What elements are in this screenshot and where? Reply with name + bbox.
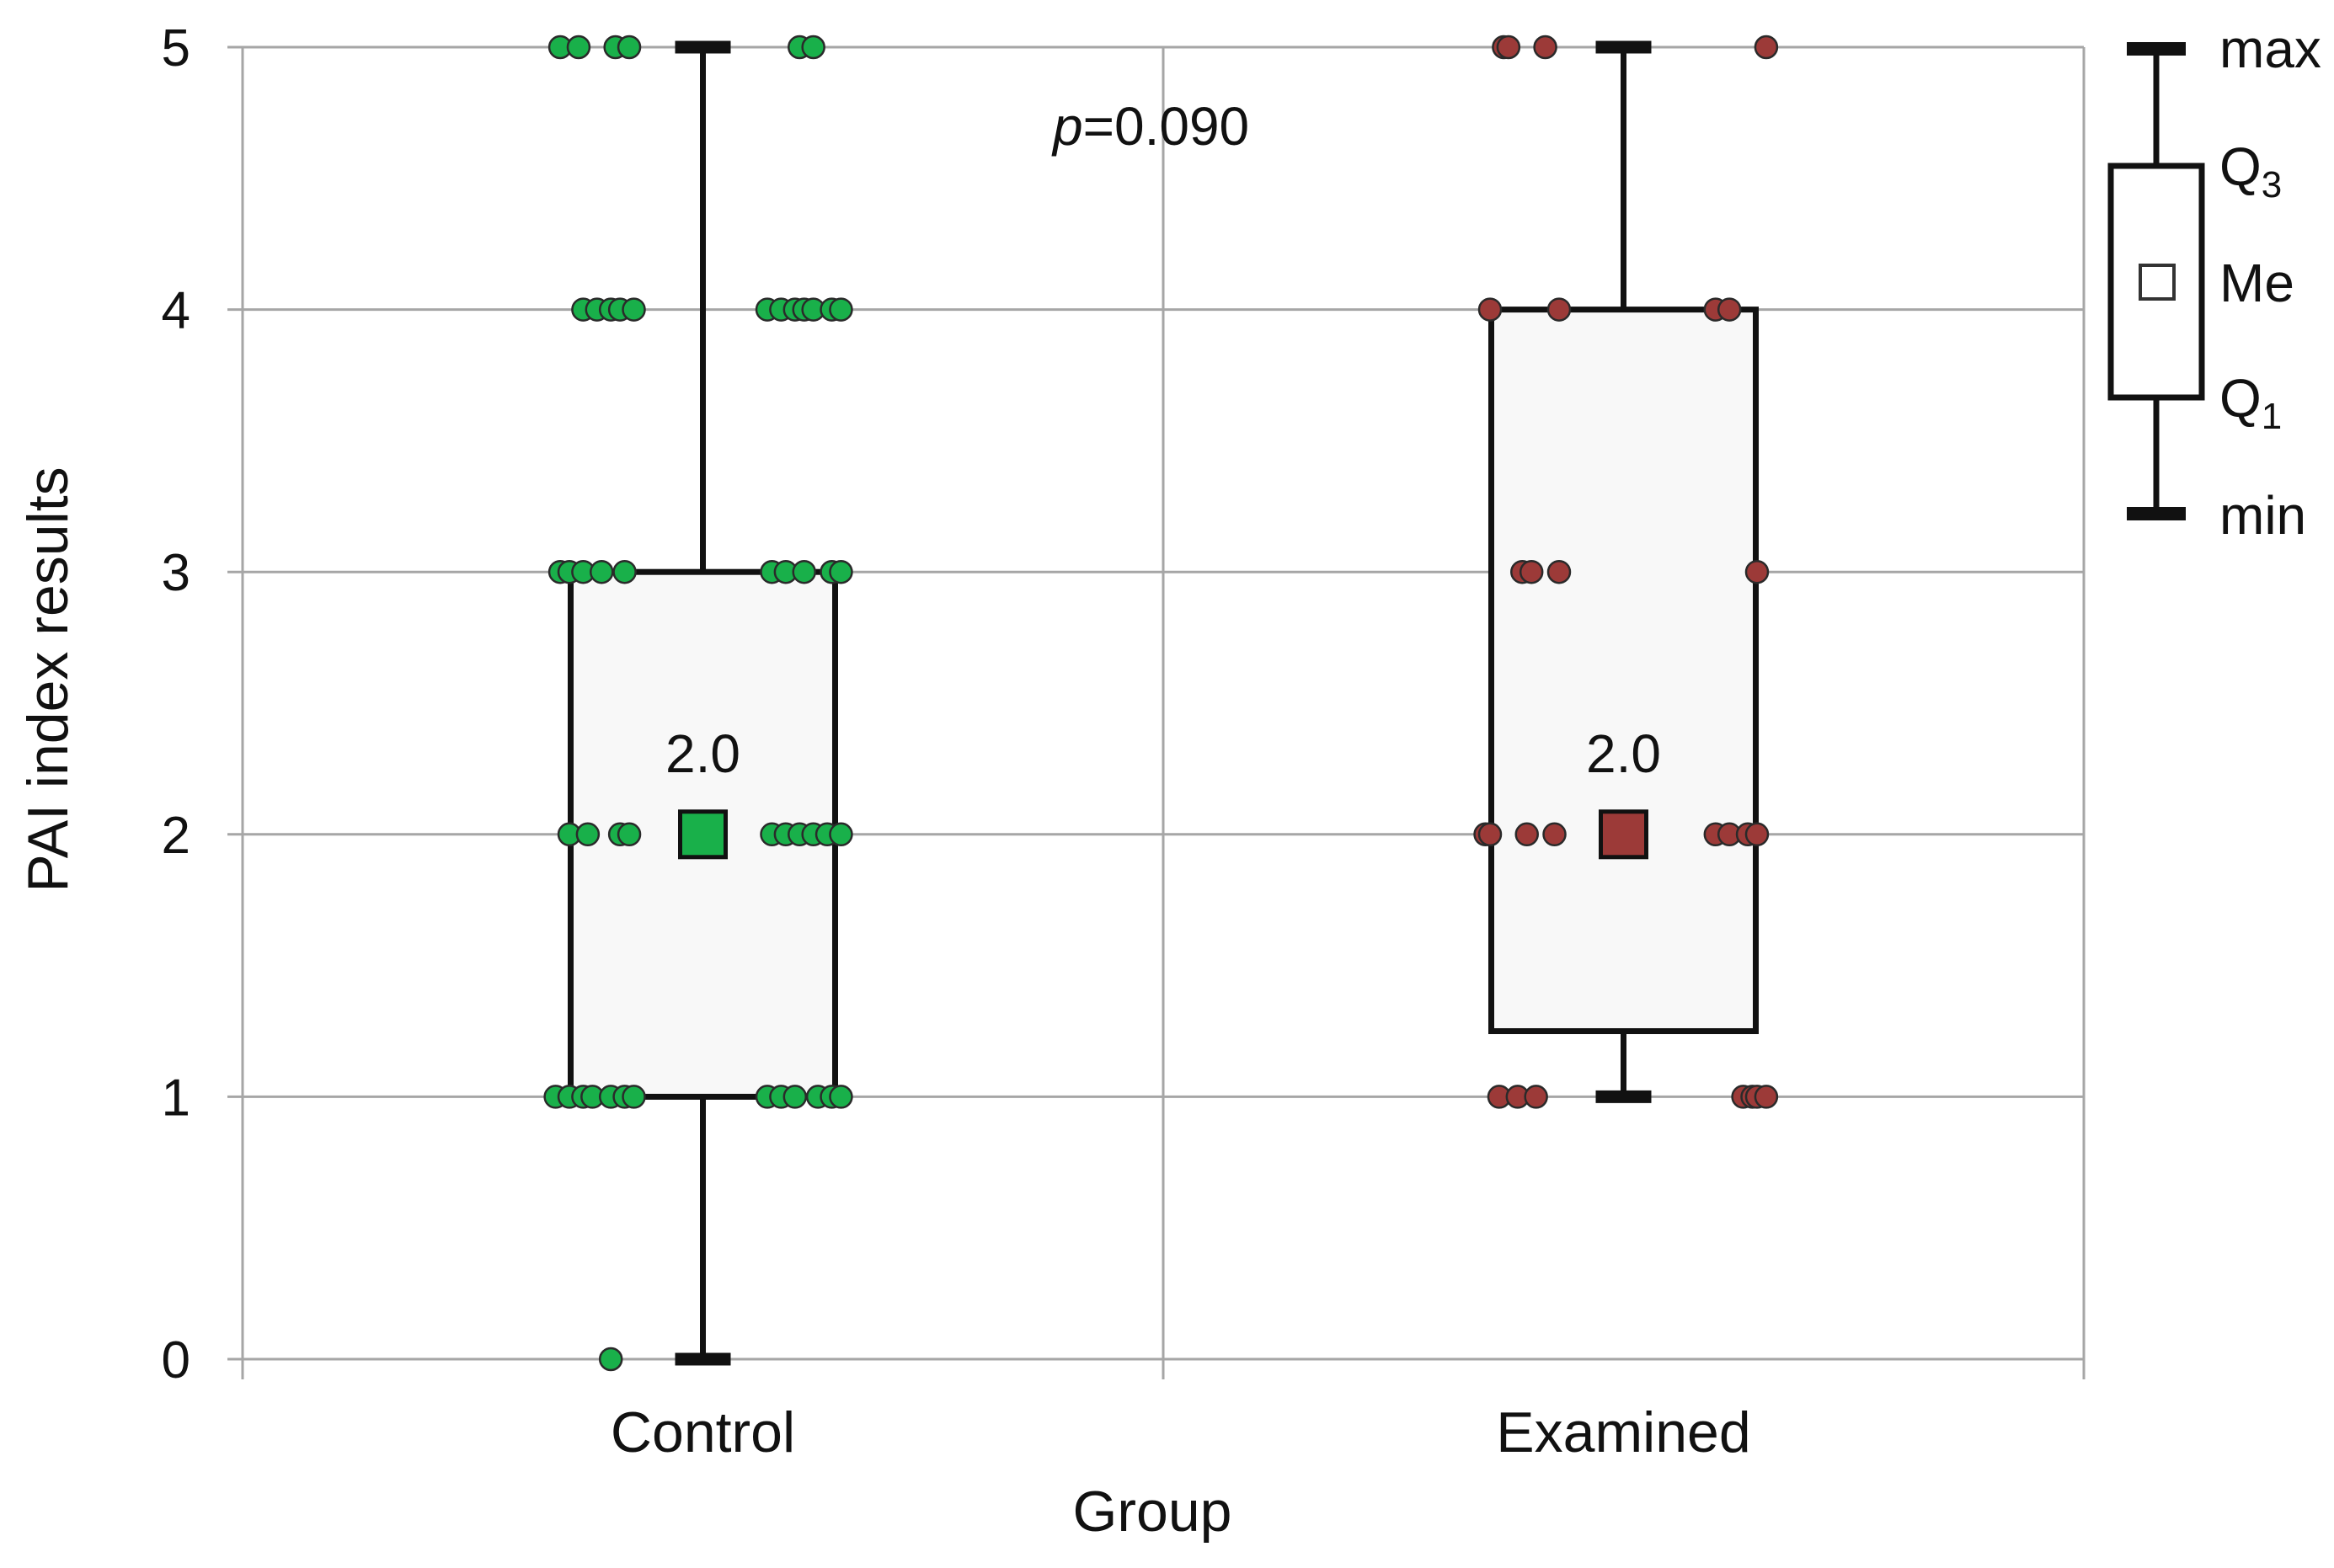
legend-q1-sub: 1	[2262, 396, 2282, 437]
control-point-4-11	[829, 297, 853, 322]
legend-min-label: min	[2219, 485, 2306, 546]
legend: max Q3 Me Q1 min	[2107, 19, 2321, 546]
examined-iqr-box	[1488, 307, 1759, 1035]
legend-median-marker	[2139, 264, 2176, 301]
control-point-2-3	[617, 822, 642, 847]
y-tick-label-1: 1	[162, 1069, 190, 1127]
control-point-3-7	[792, 559, 816, 584]
legend-q3-sub: 3	[2262, 164, 2282, 205]
legend-me-label: Me	[2219, 253, 2294, 313]
examined-point-2-1	[1477, 822, 1503, 847]
examined-point-2-3	[1542, 822, 1567, 847]
examined-point-2-7	[1744, 822, 1770, 847]
legend-q3-letter: Q	[2219, 136, 2262, 197]
tick-labels: 0 1 2 3 4 5 Control Examined	[162, 19, 1751, 1464]
control-point-5-1	[566, 35, 591, 60]
examined-point-5-1	[1496, 35, 1521, 60]
y-tick-label-4: 4	[162, 282, 190, 340]
examined-point-3-2	[1546, 559, 1572, 584]
control-median-label: 2.0	[665, 723, 740, 784]
control-point-2-9	[829, 822, 853, 847]
control-point-5-5	[801, 35, 825, 60]
examined-point-1-6	[1754, 1085, 1779, 1109]
control-point-0-0	[598, 1347, 623, 1372]
points-layer: 2.0 2.0	[543, 35, 1779, 1372]
x-tick-label-examined: Examined	[1496, 1400, 1750, 1464]
control-median-marker	[678, 809, 728, 860]
legend-max-label: max	[2219, 19, 2321, 79]
p-value-symbol: p	[1051, 96, 1083, 157]
control-point-3-4	[612, 559, 637, 584]
y-axis-title: PAI index results	[16, 467, 80, 892]
examined-point-3-1	[1519, 559, 1544, 584]
examined-median-label: 2.0	[1586, 723, 1661, 784]
p-value-annotation: p=0.090	[1051, 96, 1249, 157]
control-point-3-3	[590, 559, 614, 584]
examined-point-3-3	[1744, 559, 1770, 584]
legend-q1-label: Q1	[2219, 368, 2282, 437]
y-tick-label-5: 5	[162, 19, 190, 77]
examined-median-marker	[1599, 809, 1648, 860]
examined-point-5-3	[1754, 35, 1779, 60]
examined-point-4-0	[1477, 297, 1503, 322]
control-point-1-6	[622, 1085, 646, 1109]
control-point-5-3	[617, 35, 642, 60]
examined-point-4-1	[1546, 297, 1572, 322]
legend-q1-letter: Q	[2219, 368, 2262, 429]
y-tick-label-3: 3	[162, 544, 190, 602]
examined-point-4-3	[1717, 297, 1742, 322]
examined-point-2-2	[1514, 822, 1539, 847]
x-axis-title: Group	[1073, 1480, 1232, 1544]
control-point-4-4	[622, 297, 646, 322]
control-point-1-12	[829, 1085, 853, 1109]
y-tick-label-0: 0	[162, 1331, 190, 1389]
control-point-2-1	[575, 822, 601, 847]
control-point-1-9	[782, 1085, 808, 1109]
examined-point-5-2	[1533, 35, 1557, 60]
x-tick-label-control: Control	[611, 1400, 795, 1464]
y-tick-label-2: 2	[162, 807, 190, 865]
examined-point-1-2	[1524, 1085, 1548, 1109]
control-point-3-9	[829, 559, 853, 584]
legend-q3-label: Q3	[2219, 136, 2282, 205]
p-value-text: =0.090	[1083, 96, 1250, 157]
